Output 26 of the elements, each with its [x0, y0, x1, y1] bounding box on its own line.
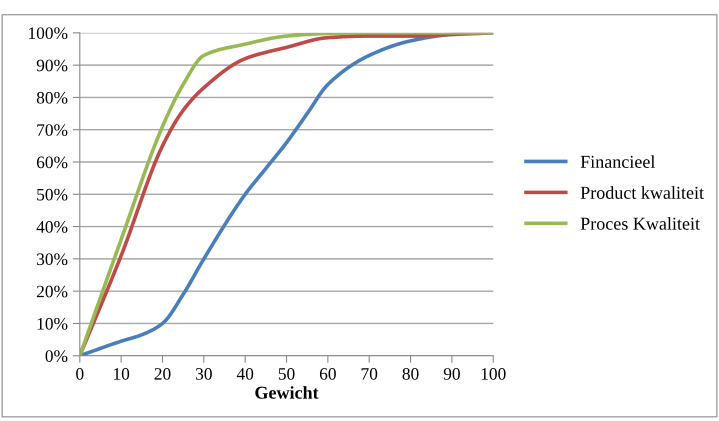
x-tick-label: 30 [196, 368, 212, 380]
x-tick-label: 40 [236, 368, 254, 380]
x-tick-label: 90 [444, 368, 460, 380]
x-tick-label: 20 [154, 368, 171, 380]
x-tick-label: 100 [482, 368, 506, 380]
y-tick-label: 30% [37, 253, 68, 266]
x-tick-label: 70 [362, 368, 378, 380]
y-tick-label: 10% [38, 318, 68, 330]
x-tick-label: 10 [114, 368, 130, 380]
legend-label: Financieel [580, 155, 656, 168]
legend-label: Proces Kwaliteit [580, 217, 700, 230]
legend-label: Product kwaliteit [580, 186, 704, 199]
y-tick-label: 0% [46, 350, 68, 362]
y-tick-label: 80% [36, 92, 68, 104]
x-tick-label: 50 [278, 368, 295, 380]
y-tick-label: 100% [29, 27, 68, 40]
x-tick-label: 0 [76, 368, 84, 380]
x-axis-title: Gewicht [255, 386, 319, 399]
y-tick-label: 90% [36, 60, 68, 72]
y-tick-label: 20% [36, 286, 68, 298]
y-tick-label: 40% [36, 221, 68, 233]
y-tick-label: 60% [36, 156, 68, 168]
y-tick-label: 70% [37, 124, 68, 136]
x-tick-label: 80 [402, 368, 419, 380]
y-tick-label: 50% [37, 188, 68, 201]
x-tick-label: 60 [320, 368, 336, 380]
